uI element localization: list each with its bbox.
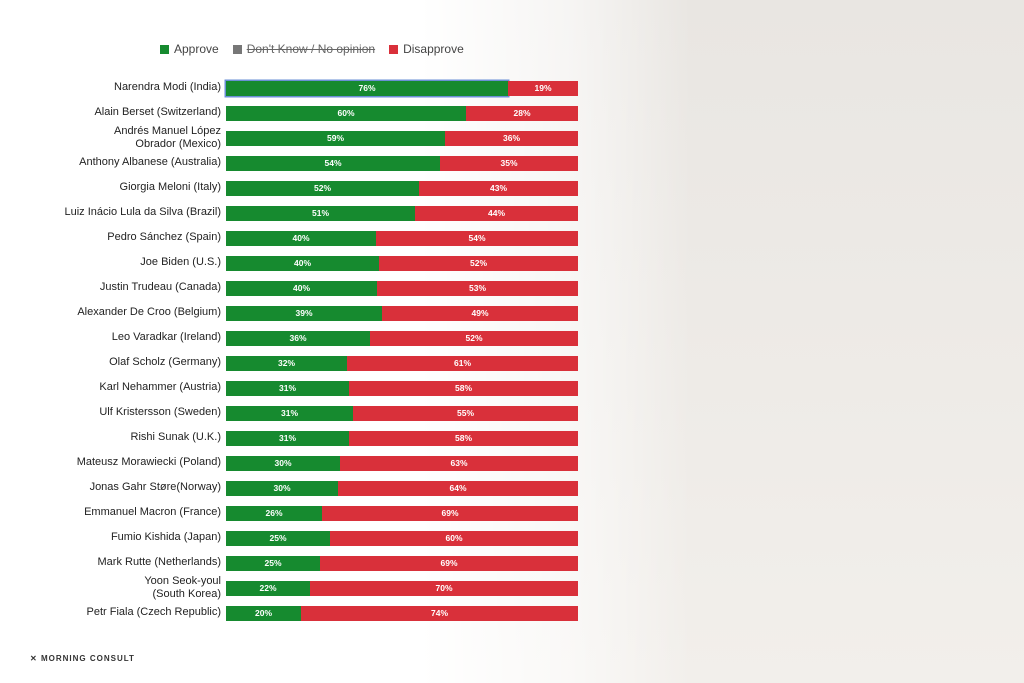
logo-mark-icon: ✕ [30, 654, 41, 663]
legend-item[interactable]: Disapprove [389, 42, 464, 56]
legend-swatch [389, 44, 399, 54]
legend-swatch [160, 44, 169, 54]
bar-approve: 20% [226, 605, 301, 621]
category-label: Petr Fiala (Czech Republic) [86, 606, 222, 618]
bar-approve: 31% [226, 380, 349, 396]
bar-approve: 59% [226, 130, 445, 146]
bar-disapprove: 35% [440, 155, 578, 171]
bar-disapprove: 52% [379, 255, 578, 271]
category-label: Leo Varadkar (Ireland) [111, 331, 221, 343]
category-label: Ulf Kristersson (Sweden) [99, 406, 221, 418]
category-label: Yoon Seok-youl (South Korea) [144, 575, 221, 600]
bar-disapprove: 69% [322, 505, 578, 521]
bar-disapprove: 74% [301, 605, 578, 621]
legend-label: Approve [174, 42, 219, 56]
bar-disapprove: 69% [320, 555, 578, 571]
legend: Approve Don't Know / No opinion Disapprove [160, 42, 464, 56]
bar-disapprove: 54% [376, 230, 578, 246]
bar-disapprove: 44% [415, 205, 578, 221]
category-label: Emmanuel Macron (France) [84, 506, 221, 518]
bar-disapprove: 61% [347, 355, 578, 371]
legend-label: Don't Know / No opinion [246, 42, 376, 56]
bar-disapprove: 64% [338, 480, 578, 496]
category-label: Andrés Manuel López Obrador (Mexico) [113, 125, 221, 150]
category-label: Luiz Inácio Lula da Silva (Brazil) [64, 206, 221, 218]
bar-approve: 76% [226, 80, 508, 96]
category-label: Pedro Sánchez (Spain) [107, 231, 221, 243]
bar-approve: 54% [226, 155, 440, 171]
category-label: Mark Rutte (Netherlands) [97, 556, 222, 568]
bar-approve: 39% [226, 305, 382, 321]
bar-disapprove: 55% [353, 405, 578, 421]
bar-approve: 40% [226, 255, 379, 271]
bar-disapprove: 36% [445, 130, 578, 146]
bar-approve: 31% [226, 430, 349, 446]
bar-approve: 30% [226, 455, 340, 471]
category-label: Mateusz Morawiecki (Poland) [76, 456, 221, 468]
bar-approve: 25% [226, 530, 330, 546]
legend-item[interactable]: Approve [160, 42, 219, 56]
category-label: Alexander De Croo (Belgium) [77, 306, 221, 318]
bar-approve: 51% [226, 205, 415, 221]
category-label: Giorgia Meloni (Italy) [119, 181, 221, 193]
bar-approve: 25% [226, 555, 320, 571]
bar-disapprove: 49% [382, 305, 578, 321]
category-label: Olaf Scholz (Germany) [109, 356, 221, 368]
category-label: Alain Berset (Switzerland) [94, 106, 221, 118]
bar-disapprove: 28% [466, 105, 578, 121]
category-label: Narendra Modi (India) [114, 81, 221, 93]
bar-approve: 40% [226, 230, 376, 246]
legend-label: Disapprove [403, 42, 464, 56]
category-label: Karl Nehammer (Austria) [99, 381, 221, 393]
bar-approve: 36% [226, 330, 370, 346]
category-label: Anthony Albanese (Australia) [79, 156, 221, 168]
category-label: Rishi Sunak (U.K.) [130, 431, 221, 443]
bar-disapprove: 60% [330, 530, 578, 546]
category-label: Jonas Gahr Støre(Norway) [89, 481, 221, 493]
bar-disapprove: 53% [377, 280, 578, 296]
bar-approve: 30% [226, 480, 338, 496]
legend-item[interactable]: Don't Know / No opinion [232, 42, 376, 56]
bar-approve: 31% [226, 405, 353, 421]
legend-swatch [232, 44, 242, 54]
bar-disapprove: 70% [310, 580, 578, 596]
bar-disapprove: 52% [370, 330, 578, 346]
brand-logo: ✕ MORNING CONSULT [30, 654, 135, 663]
bar-approve: 40% [226, 280, 377, 296]
bar-approve: 22% [226, 580, 310, 596]
bar-approve: 26% [226, 505, 322, 521]
category-label: Justin Trudeau (Canada) [99, 281, 221, 293]
bar-approve: 60% [226, 105, 466, 121]
bar-disapprove: 58% [349, 380, 578, 396]
bar-approve: 32% [226, 355, 347, 371]
bar-disapprove: 63% [340, 455, 578, 471]
bar-approve: 52% [226, 180, 419, 196]
bar-disapprove: 43% [419, 180, 578, 196]
category-label: Joe Biden (U.S.) [140, 256, 221, 268]
category-label: Fumio Kishida (Japan) [110, 531, 221, 543]
bar-disapprove: 19% [508, 80, 578, 96]
bar-disapprove: 58% [349, 430, 578, 446]
